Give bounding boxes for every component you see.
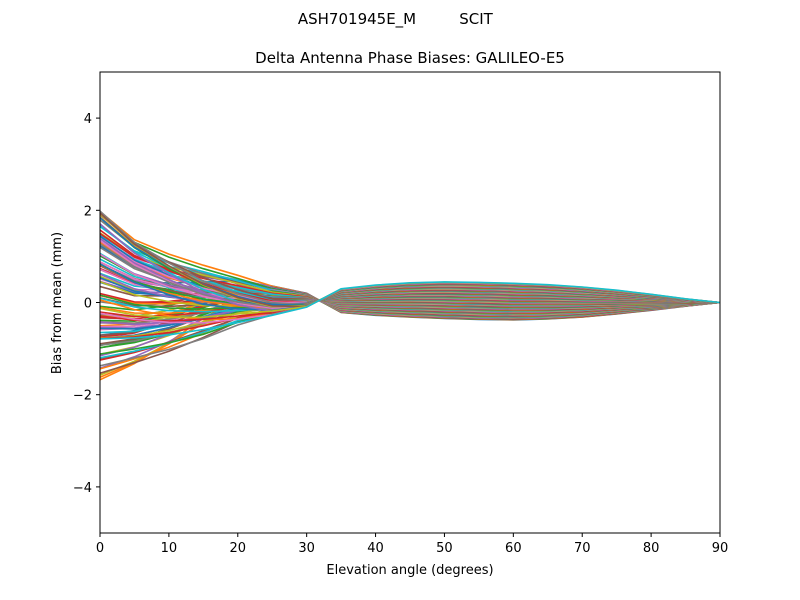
x-tick-label: 20 (230, 541, 247, 556)
figure-suptitle-antenna: ASH701945E_M (298, 10, 416, 29)
x-axis: 0 10 20 30 40 50 60 70 80 90 (96, 533, 728, 556)
x-tick-label: 0 (96, 541, 104, 556)
series-line (100, 281, 720, 340)
x-tick-label: 30 (298, 541, 315, 556)
y-tick-label: −4 (73, 481, 92, 496)
plot-area (100, 210, 720, 381)
x-tick-label: 80 (643, 541, 660, 556)
x-tick-label: 10 (161, 541, 178, 556)
plot-frame (99, 71, 721, 534)
figure-suptitle-station: SCIT (459, 10, 493, 28)
y-axis: −4 −2 0 2 4 (73, 112, 100, 496)
x-tick-label: 90 (712, 541, 729, 556)
y-tick-label: 4 (84, 112, 92, 127)
x-axis-label: Elevation angle (degrees) (326, 563, 493, 578)
y-axis-label: Bias from mean (mm) (50, 232, 65, 374)
y-tick-label: 0 (84, 297, 92, 312)
y-tick-label: 2 (84, 204, 92, 219)
x-tick-label: 70 (574, 541, 591, 556)
x-tick-label: 50 (436, 541, 453, 556)
x-tick-label: 60 (505, 541, 522, 556)
y-tick-label: −2 (73, 389, 92, 404)
x-tick-label: 40 (367, 541, 384, 556)
chart-title: Delta Antenna Phase Biases: GALILEO-E5 (255, 49, 565, 67)
